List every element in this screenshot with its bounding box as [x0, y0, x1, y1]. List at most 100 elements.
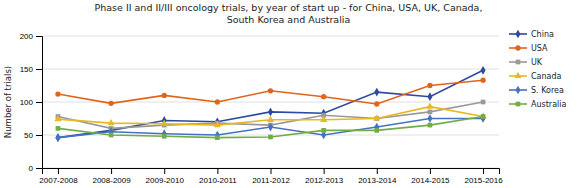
- legend-label: UK: [531, 58, 543, 67]
- series-line: [58, 107, 483, 125]
- x-tick-label: 2009-2010: [146, 176, 185, 185]
- series-marker: [268, 123, 273, 132]
- legend-item: UK: [509, 58, 543, 67]
- series-marker: [321, 128, 326, 133]
- series-group: [54, 66, 486, 142]
- y-tick-mark: [36, 135, 42, 136]
- x-tick: 2013-2014: [358, 168, 397, 185]
- series-marker: [268, 135, 273, 140]
- series-marker: [214, 121, 221, 127]
- legend-item: Canada: [509, 72, 562, 81]
- x-tick-label: 2011-2012: [252, 176, 290, 185]
- x-tick-label: 2015-2016: [464, 176, 503, 185]
- grid-line: [42, 36, 499, 37]
- series-marker: [55, 133, 60, 142]
- series-marker: [480, 78, 485, 83]
- chart-svg: Phase II and II/III oncology trials, by …: [0, 0, 577, 188]
- legend-item: Australia: [509, 100, 566, 109]
- x-tick: 2011-2012: [252, 168, 290, 185]
- chart-container: Phase II and II/III oncology trials, by …: [0, 0, 577, 188]
- series-marker: [268, 88, 273, 93]
- y-tick-mark: [36, 102, 42, 103]
- y-tick-label: 0: [29, 164, 34, 173]
- x-tick-mark: [430, 168, 431, 174]
- y-tick: 150: [20, 65, 42, 74]
- series-line: [58, 117, 483, 138]
- series-marker: [427, 83, 432, 88]
- series-marker: [374, 128, 379, 133]
- series-marker: [108, 101, 113, 106]
- series-marker: [267, 116, 274, 122]
- series-marker: [481, 114, 486, 119]
- series-marker: [162, 129, 167, 138]
- series-marker: [55, 133, 60, 142]
- x-tick-label: 2010-2011: [199, 176, 237, 185]
- series-marker: [268, 108, 273, 117]
- legend-marker: [515, 45, 520, 50]
- legend-label: Australia: [531, 100, 566, 109]
- series-marker: [481, 114, 486, 123]
- x-tick: 2009-2010: [146, 168, 185, 185]
- legend-label: Canada: [531, 72, 562, 81]
- x-tick-mark: [217, 168, 218, 174]
- y-tick: 100: [20, 98, 42, 107]
- legend-marker: [514, 72, 521, 78]
- series-marker: [56, 126, 61, 131]
- x-tick-label: 2007-2008: [39, 176, 78, 185]
- series-marker: [55, 91, 60, 96]
- x-tick-mark: [164, 168, 165, 174]
- x-tick-mark: [377, 168, 378, 174]
- series-marker: [109, 133, 114, 138]
- y-axis: 0 50 100 150 200: [20, 32, 43, 173]
- legend-label: China: [531, 30, 554, 39]
- y-tick: 200: [20, 32, 42, 41]
- legend-label: USA: [531, 44, 548, 53]
- x-axis-line: [43, 169, 500, 175]
- x-tick: 2007-2008: [39, 168, 78, 185]
- y-tick: 50: [24, 131, 42, 140]
- y-tick-label: 150: [20, 65, 34, 74]
- y-tick: 0: [29, 164, 42, 173]
- x-tick-label: 2012-2013: [305, 176, 344, 185]
- x-tick-mark: [271, 168, 272, 174]
- chart-title-line: South Korea and Australia: [227, 14, 351, 25]
- legend-item: S. Korea: [509, 86, 564, 95]
- x-axis: 2007-2008 2008-2009 2009-2010 2010-2011 2011…: [39, 168, 503, 185]
- y-tick-label: 100: [20, 98, 34, 107]
- plot-area: 0501001502002007-20082008-20092009-20102…: [20, 32, 504, 185]
- grid: [42, 36, 499, 168]
- series-marker: [428, 123, 433, 128]
- chart-title: Phase II and II/III oncology trials, by …: [95, 2, 483, 25]
- legend-marker: [516, 102, 521, 107]
- legend: China USA UK Canada S. Korea Australia: [509, 30, 566, 109]
- x-tick: 2008-2009: [92, 168, 131, 185]
- x-tick-mark: [483, 168, 484, 174]
- y-axis-line: [36, 37, 43, 169]
- series-marker: [320, 116, 327, 122]
- grid-line: [42, 69, 499, 70]
- x-tick-label: 2013-2014: [358, 176, 397, 185]
- series-marker: [161, 120, 168, 126]
- series-marker: [427, 92, 432, 101]
- series-marker: [374, 88, 379, 97]
- y-tick-mark: [36, 36, 42, 37]
- x-tick-mark: [111, 168, 112, 174]
- series-marker: [373, 114, 380, 120]
- y-axis-title: Number of trials): [3, 66, 13, 138]
- series-marker: [215, 131, 220, 140]
- series-marker: [215, 135, 220, 140]
- legend-label: S. Korea: [531, 86, 564, 95]
- series-marker: [374, 101, 379, 106]
- series-marker: [427, 114, 432, 123]
- x-tick-label: 2014-2015: [411, 176, 450, 185]
- series-marker: [215, 99, 220, 104]
- series-line: [58, 80, 483, 104]
- series-marker: [426, 103, 433, 109]
- y-tick-label: 50: [24, 131, 33, 140]
- series-marker: [108, 119, 115, 125]
- y-tick-mark: [36, 69, 42, 70]
- x-tick-mark: [324, 168, 325, 174]
- series-marker: [428, 110, 433, 115]
- series-marker: [481, 66, 486, 75]
- series-marker: [321, 94, 326, 99]
